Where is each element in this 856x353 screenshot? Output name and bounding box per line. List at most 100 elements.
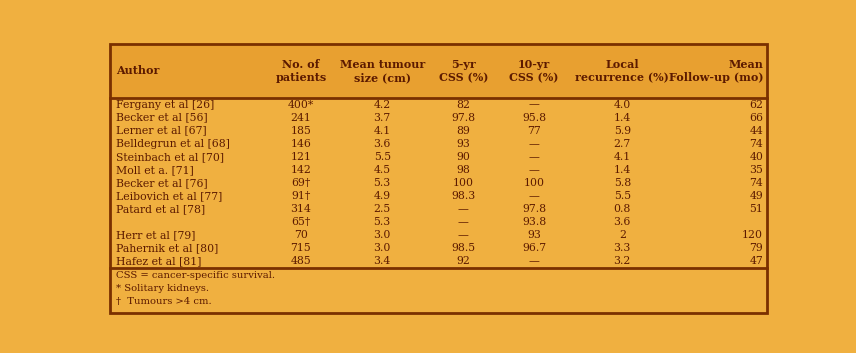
Text: 98.5: 98.5: [451, 243, 475, 253]
Text: 0.8: 0.8: [614, 204, 631, 214]
Text: 2.7: 2.7: [614, 139, 631, 149]
Text: 47: 47: [749, 256, 763, 266]
Text: Moll et a. [71]: Moll et a. [71]: [116, 165, 193, 175]
Text: Hafez et al [81]: Hafez et al [81]: [116, 256, 201, 266]
Text: 10-yr
CSS (%): 10-yr CSS (%): [509, 59, 559, 83]
Text: 3.0: 3.0: [373, 243, 391, 253]
Text: 241: 241: [290, 113, 312, 122]
Text: 121: 121: [290, 152, 312, 162]
Text: 74: 74: [749, 178, 763, 188]
Text: 5.3: 5.3: [373, 217, 391, 227]
Text: 4.1: 4.1: [373, 126, 391, 136]
Text: —: —: [529, 165, 539, 175]
Text: 69†: 69†: [291, 178, 311, 188]
Text: Author: Author: [116, 65, 159, 76]
Text: 146: 146: [290, 139, 312, 149]
Text: 96.7: 96.7: [522, 243, 546, 253]
Text: 74: 74: [749, 139, 763, 149]
Text: Fergany et al [26]: Fergany et al [26]: [116, 100, 214, 109]
Text: 3.6: 3.6: [614, 217, 631, 227]
Text: 62: 62: [749, 100, 763, 109]
Bar: [110, 44, 767, 98]
Text: 97.8: 97.8: [522, 204, 546, 214]
Text: 185: 185: [290, 126, 312, 136]
Text: No. of
patients: No. of patients: [276, 59, 327, 83]
Text: 314: 314: [290, 204, 312, 214]
Bar: [110, 98, 767, 268]
Text: 120: 120: [742, 230, 763, 240]
Text: 93: 93: [456, 139, 470, 149]
Text: 3.6: 3.6: [373, 139, 391, 149]
Text: —: —: [529, 139, 539, 149]
Text: Belldegrun et al [68]: Belldegrun et al [68]: [116, 139, 229, 149]
Text: 1.4: 1.4: [614, 165, 631, 175]
Text: 4.9: 4.9: [373, 191, 391, 201]
Text: 5-yr
CSS (%): 5-yr CSS (%): [439, 59, 488, 83]
Text: 100: 100: [524, 178, 544, 188]
Text: —: —: [529, 152, 539, 162]
Text: Becker et al [76]: Becker et al [76]: [116, 178, 207, 188]
Text: 5.3: 5.3: [373, 178, 391, 188]
Text: —: —: [529, 191, 539, 201]
Text: 142: 142: [290, 165, 312, 175]
Text: Mean tumour
size (cm): Mean tumour size (cm): [340, 59, 425, 83]
Text: —: —: [529, 100, 539, 109]
Text: —: —: [458, 230, 469, 240]
Text: 98: 98: [456, 165, 470, 175]
Text: Herr et al [79]: Herr et al [79]: [116, 230, 195, 240]
Text: —: —: [458, 217, 469, 227]
Text: 5.9: 5.9: [614, 126, 631, 136]
Text: Lerner et al [67]: Lerner et al [67]: [116, 126, 206, 136]
Text: 3.7: 3.7: [373, 113, 391, 122]
Bar: [110, 268, 767, 313]
Text: 90: 90: [456, 152, 470, 162]
Text: —: —: [458, 204, 469, 214]
Text: 51: 51: [749, 204, 763, 214]
Text: 82: 82: [456, 100, 471, 109]
Text: †  Tumours >4 cm.: † Tumours >4 cm.: [116, 297, 211, 306]
Text: 44: 44: [749, 126, 763, 136]
Text: 35: 35: [749, 165, 763, 175]
Text: Local
recurrence (%): Local recurrence (%): [575, 59, 669, 83]
Text: 715: 715: [291, 243, 312, 253]
Text: 100: 100: [453, 178, 474, 188]
Text: Becker et al [56]: Becker et al [56]: [116, 113, 207, 122]
Text: 3.2: 3.2: [614, 256, 631, 266]
Text: 1.4: 1.4: [614, 113, 631, 122]
Text: —: —: [529, 256, 539, 266]
Text: 66: 66: [749, 113, 763, 122]
Text: 5.5: 5.5: [614, 191, 631, 201]
Text: 79: 79: [749, 243, 763, 253]
Text: 485: 485: [291, 256, 312, 266]
Text: 70: 70: [294, 230, 308, 240]
Text: 4.1: 4.1: [614, 152, 631, 162]
Text: 4.2: 4.2: [373, 100, 391, 109]
Text: * Solitary kidneys.: * Solitary kidneys.: [116, 284, 209, 293]
Text: 77: 77: [527, 126, 541, 136]
Text: 93: 93: [527, 230, 541, 240]
Text: 5.5: 5.5: [373, 152, 391, 162]
Text: Pahernik et al [80]: Pahernik et al [80]: [116, 243, 218, 253]
Text: 2: 2: [619, 230, 626, 240]
Text: 3.0: 3.0: [373, 230, 391, 240]
Text: 4.0: 4.0: [614, 100, 631, 109]
Text: 400*: 400*: [288, 100, 314, 109]
Text: 40: 40: [749, 152, 763, 162]
Text: 49: 49: [749, 191, 763, 201]
Text: 93.8: 93.8: [522, 217, 546, 227]
Text: 3.3: 3.3: [614, 243, 631, 253]
Text: Steinbach et al [70]: Steinbach et al [70]: [116, 152, 223, 162]
Text: CSS = cancer-specific survival.: CSS = cancer-specific survival.: [116, 271, 275, 280]
Text: 65†: 65†: [291, 217, 311, 227]
Text: 91†: 91†: [291, 191, 311, 201]
Text: Mean
Follow-up (mo): Mean Follow-up (mo): [669, 59, 763, 83]
Text: 92: 92: [456, 256, 470, 266]
Text: 4.5: 4.5: [373, 165, 391, 175]
Text: 89: 89: [456, 126, 470, 136]
Text: 95.8: 95.8: [522, 113, 546, 122]
Text: Leibovich et al [77]: Leibovich et al [77]: [116, 191, 222, 201]
Text: 2.5: 2.5: [373, 204, 391, 214]
Text: 97.8: 97.8: [451, 113, 475, 122]
Text: 98.3: 98.3: [451, 191, 476, 201]
Text: Patard et al [78]: Patard et al [78]: [116, 204, 205, 214]
